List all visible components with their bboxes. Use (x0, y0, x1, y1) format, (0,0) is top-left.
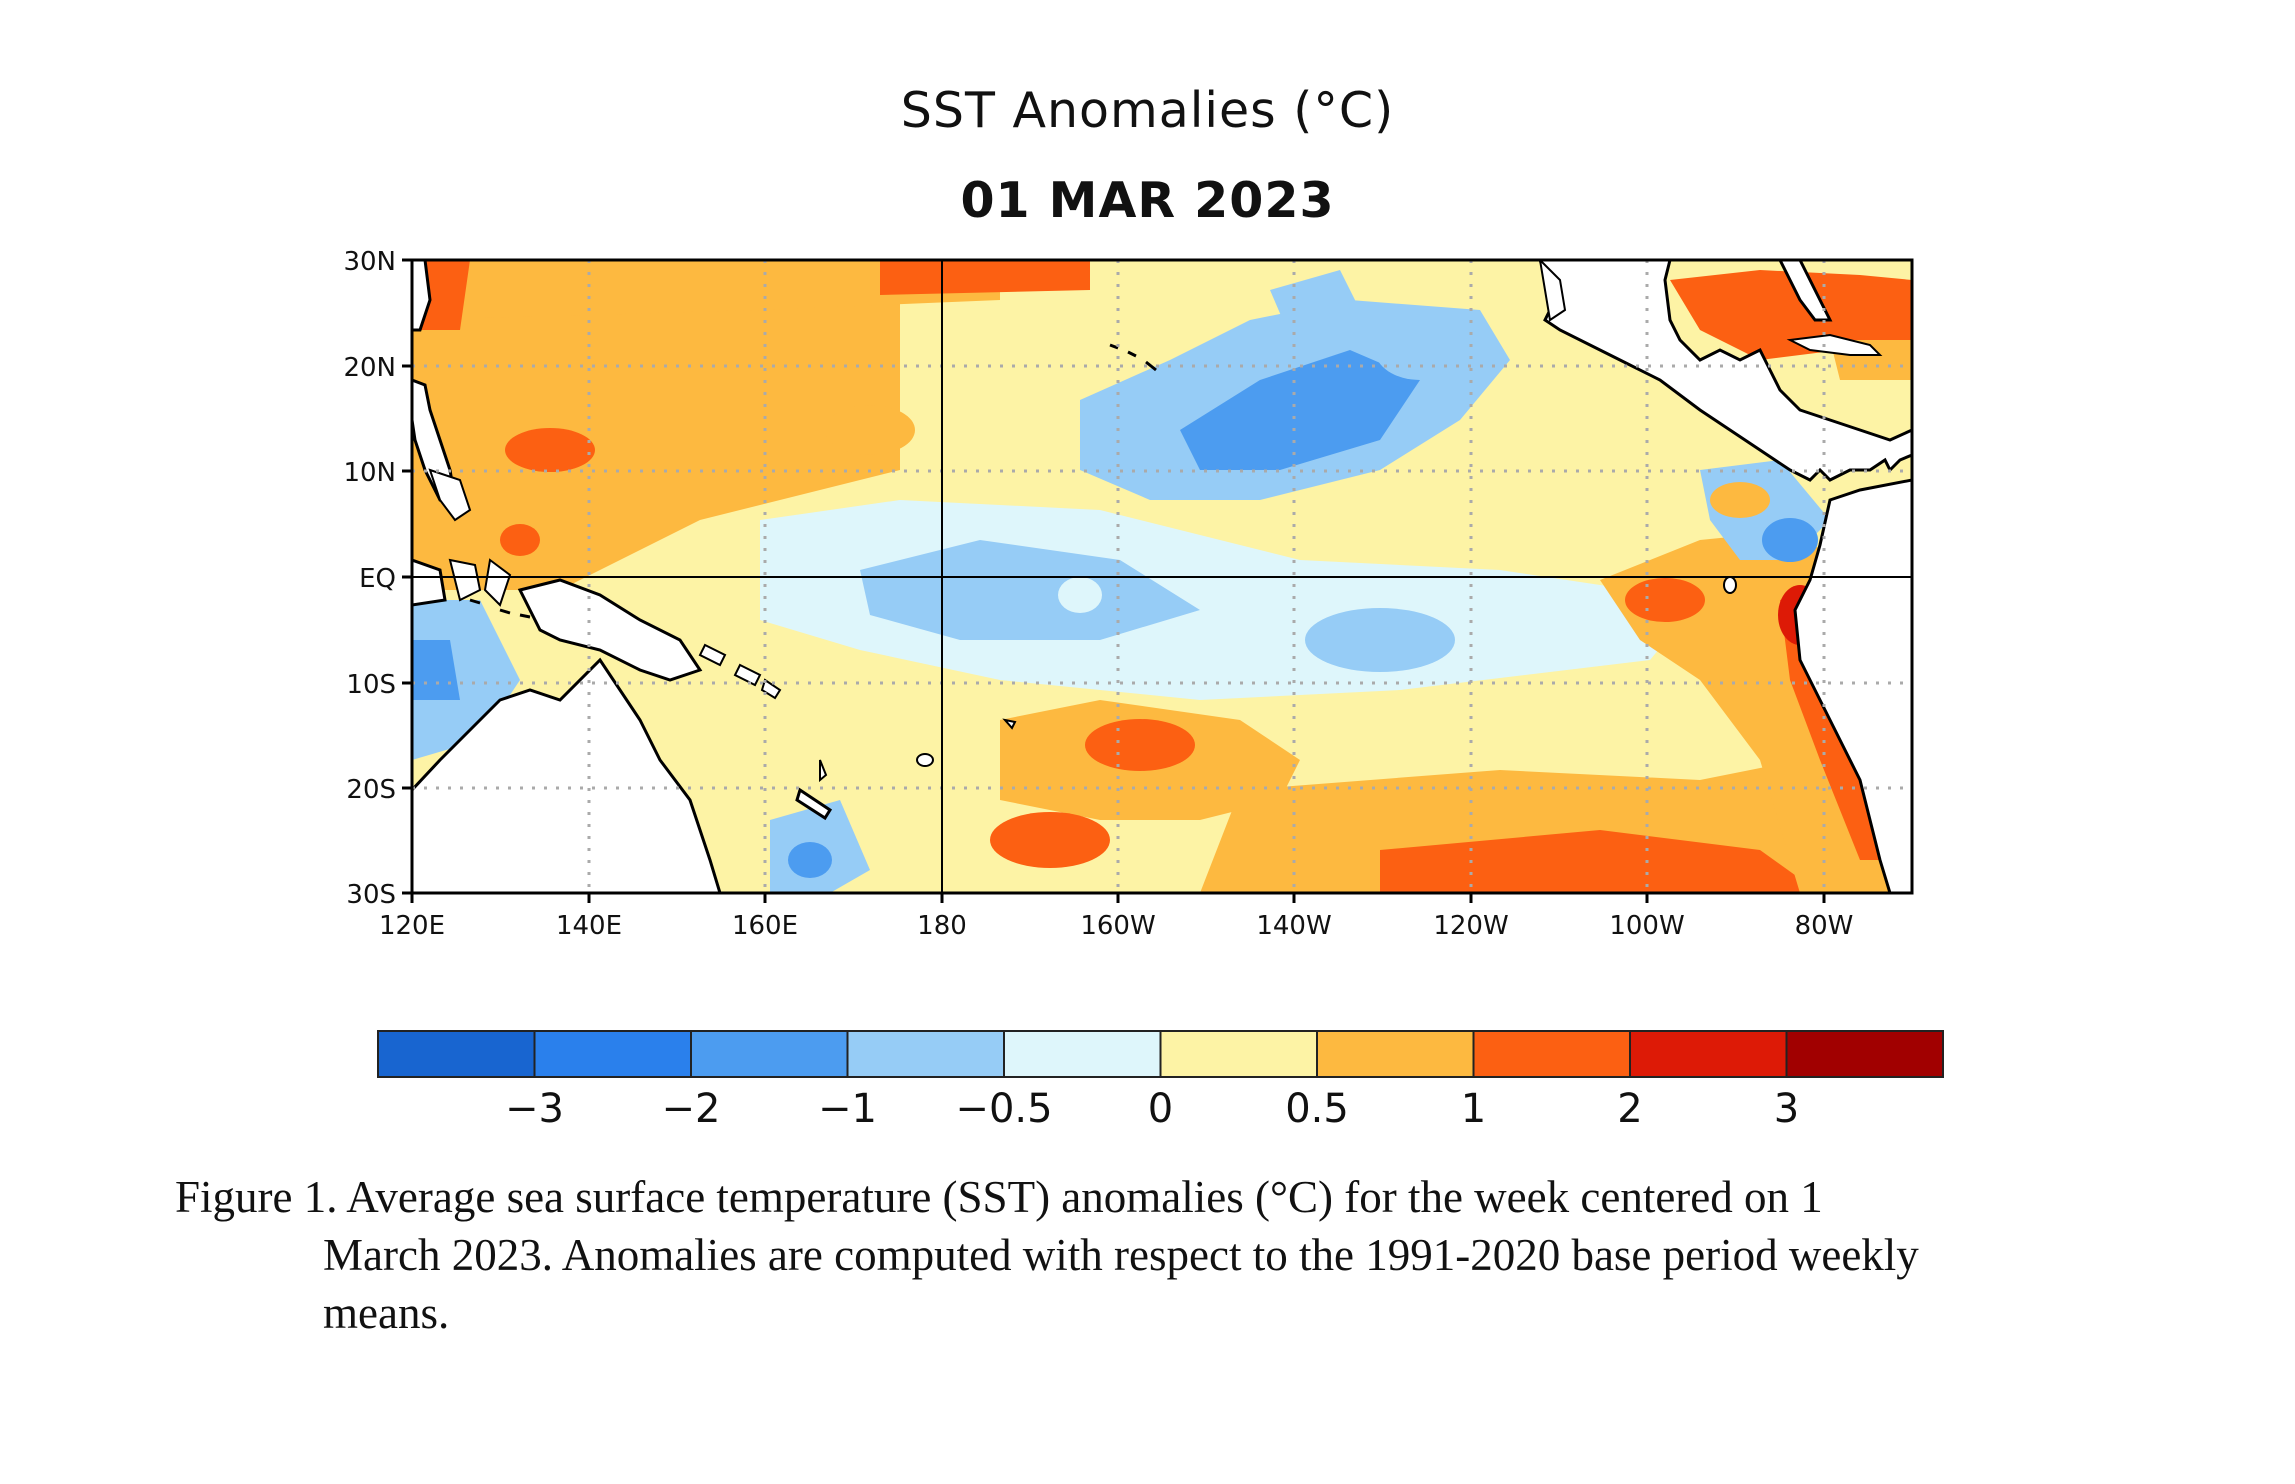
colorbar (377, 1030, 1944, 1078)
colorbar-label: 1 (1461, 1086, 1486, 1132)
colorbar-swatch (1159, 1030, 1318, 1078)
colorbar-label: 3 (1774, 1086, 1799, 1132)
colorbar-swatch (1316, 1030, 1475, 1078)
lon-label: 120E (379, 911, 445, 941)
lon-label: 100W (1609, 911, 1684, 941)
lon-label: 180 (917, 911, 967, 941)
colorbar-labels: −3 −2 −1 −0.5 0 0.5 1 2 3 (505, 1086, 1799, 1132)
lat-label: 10S (346, 670, 396, 700)
chart-date: 01 MAR 2023 (960, 172, 1335, 229)
lat-label: EQ (359, 564, 396, 594)
caption-line: March 2023. Anomalies are computed with … (323, 1230, 1919, 1280)
figure-caption: Figure 1. Average sea surface temperatur… (175, 1168, 2175, 1342)
lon-label: 140W (1256, 911, 1331, 941)
colorbar-swatch (1785, 1030, 1944, 1078)
colorbar-swatch (377, 1030, 536, 1078)
colorbar-swatch (690, 1030, 849, 1078)
colorbar-swatch (846, 1030, 1005, 1078)
lat-label: 30N (343, 247, 396, 277)
caption-line: Figure 1. Average sea surface temperatur… (175, 1172, 1823, 1222)
grid-lines (412, 260, 1912, 893)
colorbar-label: 2 (1617, 1086, 1642, 1132)
colorbar-swatch (1003, 1030, 1162, 1078)
colorbar-label: −1 (818, 1086, 877, 1132)
colorbar-label: −0.5 (955, 1086, 1052, 1132)
lat-label: 10N (343, 458, 396, 488)
colorbar-label: 0 (1148, 1086, 1173, 1132)
lon-label: 140E (556, 911, 622, 941)
colorbar-swatch (1472, 1030, 1631, 1078)
colorbar-swatch (533, 1030, 692, 1078)
chart-title: SST Anomalies (°C) (900, 82, 1395, 139)
caption-line: means. (323, 1288, 450, 1338)
colorbar-label: 0.5 (1285, 1086, 1349, 1132)
lon-label: 160E (732, 911, 798, 941)
lat-label: 20N (343, 353, 396, 383)
colorbar-swatch (1629, 1030, 1788, 1078)
sst-anomaly-map: 30N 20N 10N EQ 10S 20S 30S 120E 140E 160… (343, 247, 1944, 1132)
lat-label: 20S (346, 775, 396, 805)
lon-label: 120W (1433, 911, 1508, 941)
lon-label: 160W (1080, 911, 1155, 941)
lon-label: 80W (1795, 911, 1854, 941)
colorbar-label: −2 (662, 1086, 721, 1132)
lat-label: 30S (346, 880, 396, 910)
colorbar-label: −3 (505, 1086, 564, 1132)
